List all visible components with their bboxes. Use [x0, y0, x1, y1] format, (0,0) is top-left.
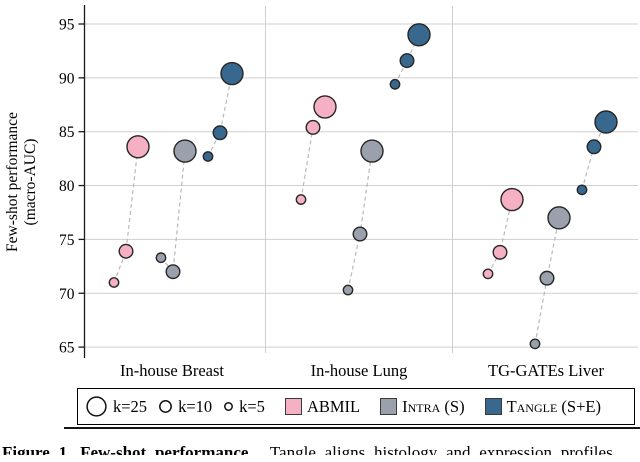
legend-method-label: Intra (S) [402, 396, 465, 416]
data-point [155, 252, 167, 264]
figure-caption-text: Tangle aligns histology and expression p… [269, 444, 613, 455]
data-point [173, 139, 197, 163]
data-point [165, 264, 181, 280]
legend-method-label: Tangle (S+E) [506, 396, 601, 416]
bubble-size-medium-icon [159, 400, 173, 413]
data-point [576, 184, 588, 196]
trend-line [347, 151, 373, 291]
y-tick-label: 95 [59, 17, 75, 34]
data-point [539, 270, 555, 286]
chart-legend: k=25 k=10 k=5 ABMIL Intra (S) Tangle (S+… [77, 388, 635, 425]
legend-size-label: k=5 [239, 396, 265, 416]
data-point [389, 78, 401, 90]
figure-caption-bold: Figure 1. Few-shot performance. [2, 444, 253, 455]
data-point [482, 268, 494, 280]
data-point [212, 125, 228, 141]
legend-size-k25: k=25 [85, 395, 147, 418]
y-tick-label: 90 [59, 70, 75, 87]
data-point [399, 53, 415, 69]
data-point [305, 119, 321, 135]
data-point [529, 338, 541, 350]
legend-size-k10: k=10 [158, 397, 212, 417]
intra-color-swatch [380, 398, 398, 415]
data-point [594, 110, 618, 134]
abmil-color-swatch [284, 398, 302, 415]
tangle-color-swatch [484, 398, 502, 415]
bubble-size-large-icon [86, 396, 107, 417]
data-point [342, 284, 354, 296]
data-point [118, 243, 134, 259]
data-point [220, 61, 244, 86]
trend-line [160, 151, 186, 274]
data-point [295, 194, 307, 205]
x-category-label: In-house Breast [120, 361, 224, 380]
y-tick-label: 75 [59, 232, 75, 249]
data-point [126, 135, 150, 159]
y-tick-label: 70 [59, 286, 75, 303]
data-point [492, 244, 508, 260]
column-rule [64, 427, 640, 430]
data-point [360, 139, 384, 163]
bubble-size-small-icon [224, 402, 234, 411]
legend-method-label: ABMIL [306, 396, 361, 416]
trend-line [487, 199, 513, 275]
data-point [313, 95, 337, 119]
trend-line [207, 73, 233, 157]
data-point [108, 277, 120, 288]
data-point [586, 139, 602, 155]
data-point [352, 226, 368, 242]
x-category-label: TG-GATEs Liver [488, 361, 604, 380]
chart-svg: 65 70 75 80 85 90 95 Few-shot performance (macro… [4, 5, 638, 380]
legend-size-label: k=25 [113, 396, 148, 416]
trend-line [113, 146, 139, 283]
y-tick-label: 85 [59, 124, 75, 141]
y-axis-title: Few-shot performance [4, 112, 21, 252]
legend-method-tangle: Tangle (S+E) [484, 396, 601, 417]
data-point [500, 187, 524, 212]
y-tick-label: 80 [59, 178, 75, 195]
y-axis-title: (macro-AUC) [22, 139, 39, 226]
data-point [202, 151, 214, 162]
legend-method-intra: Intra (S) [380, 396, 465, 417]
legend-method-abmil: ABMIL [284, 396, 361, 417]
y-tick-label: 65 [59, 340, 75, 357]
data-point [547, 206, 571, 230]
legend-size-label: k=10 [178, 396, 213, 416]
data-point [407, 23, 431, 47]
legend-size-k5: k=5 [223, 397, 265, 417]
x-category-label: In-house Lung [311, 361, 408, 380]
figure-caption: Figure 1. Few-shot performance. Tangle a… [2, 444, 638, 455]
